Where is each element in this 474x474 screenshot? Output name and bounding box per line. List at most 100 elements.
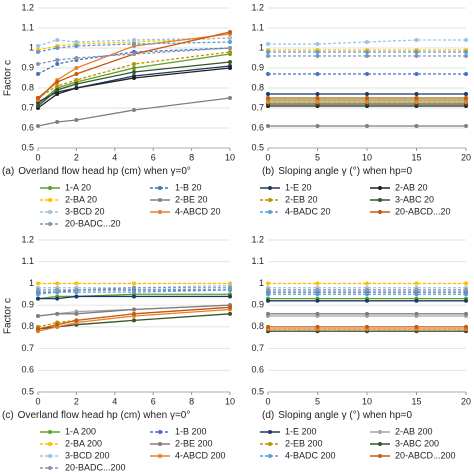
data-point	[132, 38, 136, 42]
x-tick-label: 2	[74, 152, 79, 162]
data-point	[365, 92, 369, 96]
data-point	[74, 78, 79, 82]
x-tick-label: 0	[265, 152, 270, 162]
x-axis-caption: (b) Sloping angle γ (°) when hp=0	[262, 166, 412, 177]
y-tick-label: 0.8	[251, 321, 264, 331]
data-point	[132, 290, 136, 295]
legend-marker	[378, 442, 382, 446]
legend-label: 1-E 200	[285, 426, 317, 436]
data-point	[315, 287, 320, 292]
legend-label: 1-A 20	[65, 182, 91, 192]
data-point	[36, 44, 40, 48]
data-point	[464, 54, 468, 58]
x-axis-caption: (d) Sloping angle γ (°) when hp=0	[262, 410, 412, 421]
data-point	[132, 52, 136, 56]
y-tick-label: 0.9	[251, 62, 264, 72]
data-point	[365, 54, 369, 58]
data-point	[315, 54, 320, 58]
data-point	[132, 285, 136, 290]
data-point	[365, 292, 369, 297]
data-point	[132, 311, 136, 316]
data-point	[74, 82, 79, 86]
data-point	[228, 36, 232, 40]
data-point	[74, 44, 79, 48]
data-point	[414, 311, 419, 316]
legend-label: 3-BCD 200	[65, 450, 110, 460]
legend-marker	[48, 466, 52, 470]
data-point	[266, 287, 270, 292]
data-point	[55, 58, 60, 62]
y-tick-label: 0.7	[251, 343, 264, 353]
data-point	[74, 311, 79, 316]
data-point	[464, 96, 468, 100]
data-point	[464, 50, 468, 54]
data-point	[132, 108, 136, 112]
data-point	[74, 294, 79, 299]
data-point	[55, 92, 60, 96]
legend-label: 20-ABCD...200	[395, 450, 456, 460]
data-point	[414, 298, 419, 303]
data-point	[414, 124, 419, 128]
x-tick-label: 20	[461, 152, 471, 162]
legend-marker	[158, 198, 162, 202]
x-axis-label: Overland flow head hp (cm) when γ=0°	[18, 166, 191, 177]
data-point	[55, 311, 60, 316]
y-tick-label: 0.5	[21, 142, 34, 152]
data-point	[55, 322, 60, 327]
y-tick-label: 1.2	[251, 234, 264, 244]
data-point	[55, 88, 60, 92]
data-point	[228, 96, 232, 100]
legend-marker	[378, 198, 382, 202]
x-tick-label: 20	[461, 396, 471, 406]
data-point	[266, 311, 270, 316]
data-point	[55, 80, 60, 84]
legend-label: 4-BADC 20	[285, 206, 331, 216]
data-point	[414, 287, 419, 292]
data-point	[36, 104, 40, 108]
data-point	[464, 92, 468, 96]
x-tick-label: 4	[112, 152, 117, 162]
x-tick-label: 10	[362, 152, 372, 162]
data-point	[365, 281, 369, 286]
data-point	[132, 307, 136, 312]
data-point	[414, 100, 419, 104]
data-point	[36, 327, 40, 332]
data-point	[315, 324, 320, 329]
y-tick-label: 0.7	[21, 102, 34, 112]
y-tick-label: 1.2	[21, 2, 34, 12]
x-tick-label: 6	[151, 152, 156, 162]
legend-marker	[268, 430, 272, 434]
x-axis-label: Overland flow head hp (cm) when γ=0°	[18, 410, 191, 421]
y-tick-label: 0.9	[21, 62, 34, 72]
y-tick-label: 0.8	[21, 82, 34, 92]
data-point	[365, 298, 369, 303]
legend-marker	[48, 186, 52, 190]
data-point	[36, 62, 40, 66]
data-point	[414, 38, 419, 42]
data-point	[414, 50, 419, 54]
y-tick-label: 1.1	[21, 22, 34, 32]
data-point	[228, 60, 232, 64]
data-point	[132, 66, 136, 70]
data-point	[315, 292, 320, 297]
legend-label: 2-BE 20	[175, 194, 208, 204]
data-point	[55, 287, 60, 292]
series-line	[268, 39, 466, 45]
data-point	[74, 72, 79, 76]
data-point	[464, 311, 468, 316]
data-point	[228, 40, 232, 44]
data-point	[74, 40, 79, 44]
x-axis-label: Sloping angle γ (°) when hp=0	[278, 166, 412, 177]
legend-marker	[378, 186, 382, 190]
y-tick-label: 0.5	[251, 386, 264, 396]
data-point	[365, 96, 369, 100]
data-point	[74, 287, 79, 292]
x-axis-caption: (a) Overland flow head hp (cm) when γ=0°	[2, 166, 191, 177]
data-point	[228, 311, 232, 316]
data-point	[464, 124, 468, 128]
y-tick-label: 1.1	[251, 22, 264, 32]
data-point	[414, 292, 419, 297]
legend-label: 1-A 200	[65, 426, 96, 436]
data-point	[464, 298, 468, 303]
data-point	[266, 42, 270, 46]
